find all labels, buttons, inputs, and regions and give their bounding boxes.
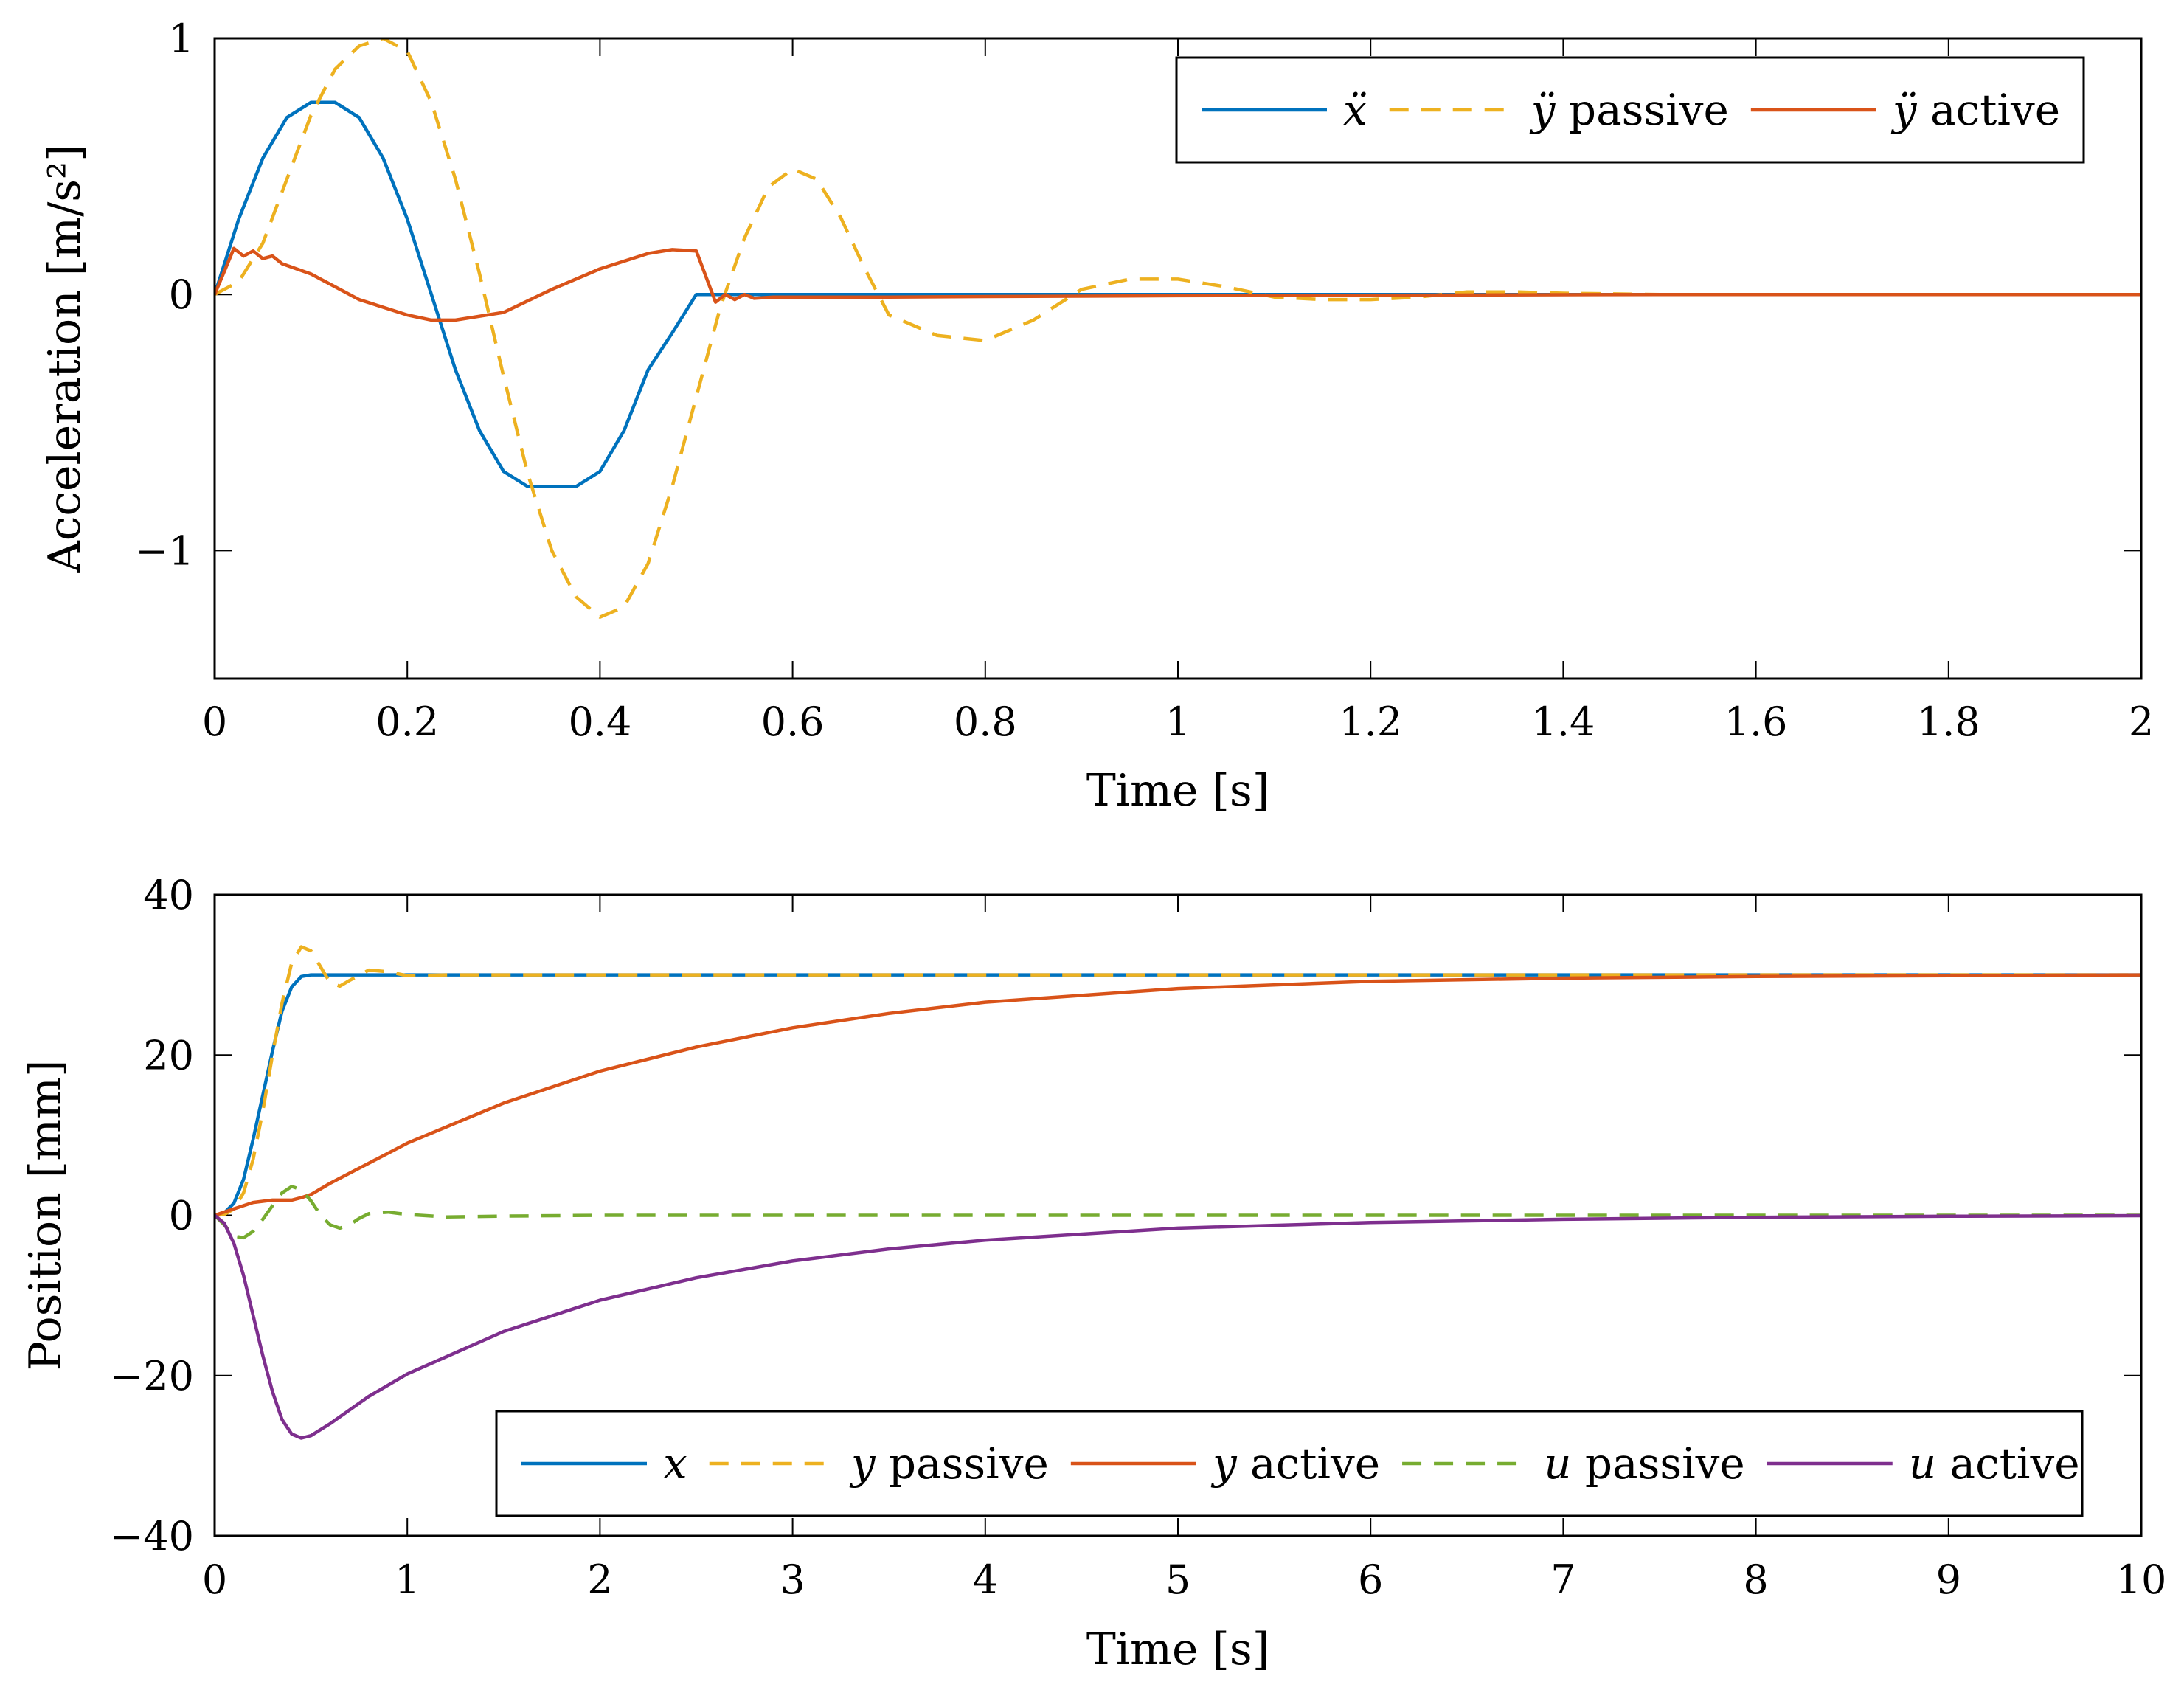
legend-entry-text: passive — [1571, 1438, 1744, 1489]
x-tick-label: 0.4 — [568, 699, 631, 745]
x-tick-label: 0 — [202, 1556, 227, 1603]
x-axis-label: Time [s] — [1086, 765, 1269, 817]
legend-entry-text: active — [1917, 85, 2060, 135]
series-line-active — [215, 246, 2141, 322]
x-tick-label: 3 — [780, 1556, 805, 1603]
x-axis-label: Time [s] — [1086, 1624, 1269, 1675]
plot-frame — [213, 37, 2143, 680]
x-tick-label: 2 — [587, 1556, 612, 1603]
legend-entry-symbol: y — [849, 1438, 876, 1489]
legend-entry-label: ẍ — [1343, 85, 1367, 135]
x-tick-label: 10 — [2116, 1556, 2167, 1603]
legend-entry-symbol: ÿ — [1890, 85, 1918, 135]
y-tick-label: 1 — [169, 15, 194, 62]
legend-entry-label: y passive — [849, 1438, 1049, 1489]
x-tick-label: 9 — [1936, 1556, 1961, 1603]
y-axis-label: Position [mm] — [20, 1060, 72, 1371]
position-chart: 0 1 2 3 4 5 6 7 8 9 10 −40 −20 0 20 40 Time [s] Position … — [20, 872, 2166, 1675]
x-tick-label: 5 — [1165, 1556, 1190, 1603]
x-tick-label: 1.2 — [1339, 699, 1402, 745]
legend-entry-symbol: x — [663, 1438, 687, 1489]
x-tick-label: 1 — [395, 1556, 420, 1603]
legend-entry-label: x — [663, 1438, 687, 1489]
legend-entry-symbol: y — [1210, 1438, 1238, 1489]
x-tick-label: 4 — [973, 1556, 998, 1603]
legend-entry-text: active — [1237, 1438, 1380, 1489]
x-tick-label: 0.2 — [375, 699, 439, 745]
legend-entry-label: ÿ active — [1890, 85, 2060, 135]
series-group — [215, 945, 2141, 1440]
y-tick-label: −20 — [110, 1353, 194, 1399]
y-tick-label: 0 — [169, 271, 194, 318]
x-tick-label: 8 — [1743, 1556, 1768, 1603]
x-tick-label: 6 — [1358, 1556, 1383, 1603]
acceleration-chart: 0 0.2 0.4 0.6 0.8 1 1.2 1.4 1.6 1.8 2 −1 0 1 Time [s] A… — [39, 15, 2154, 817]
y-tick-label: 0 — [169, 1193, 194, 1239]
y-tick-label: 40 — [143, 872, 194, 918]
legend-entry-symbol: u — [1909, 1438, 1936, 1489]
legend-entry-label: u active — [1909, 1438, 2080, 1489]
x-tick-label: 1 — [1165, 699, 1190, 745]
x-tick-label: 1.6 — [1724, 699, 1788, 745]
series-line-y-passive — [215, 945, 2141, 1217]
x-tick-label: 0.6 — [761, 699, 825, 745]
series-group — [215, 38, 2141, 619]
y-tick-label: −40 — [110, 1513, 194, 1559]
legend-entry-text: passive — [1556, 85, 1729, 135]
plot-frame — [213, 893, 2143, 1537]
x-tick-label: 0.8 — [954, 699, 1017, 745]
x-tick-label: 0 — [202, 699, 227, 745]
y-tick-label: 20 — [143, 1032, 194, 1078]
x-tick-label: 1.4 — [1531, 699, 1595, 745]
series-line-y-active — [215, 973, 2141, 1217]
legend-entry-label: y active — [1210, 1438, 1380, 1489]
legend-entry-text: active — [1936, 1438, 2079, 1489]
legend-box — [1175, 56, 2085, 164]
x-tick-label: 1.8 — [1917, 699, 1980, 745]
series-line-x — [215, 973, 2141, 1217]
legend-entry-label: u passive — [1544, 1438, 1745, 1489]
x-tick-label: 7 — [1550, 1556, 1575, 1603]
legend-entry-symbol: ẍ — [1343, 85, 1367, 135]
legend-entry-text: passive — [876, 1438, 1049, 1489]
legend-entry-label: ÿ passive — [1529, 85, 1729, 135]
y-axis-label: Acceleration [m/s²] — [39, 144, 91, 573]
series-line-u-active — [215, 1213, 2141, 1440]
legend-entry-symbol: u — [1544, 1438, 1571, 1489]
x-tick-label: 2 — [2129, 699, 2154, 745]
series-line-u-passive — [215, 1185, 2141, 1240]
series-line- — [215, 100, 2141, 488]
legend-entry-symbol: ÿ — [1529, 85, 1556, 135]
y-tick-label: −1 — [135, 527, 194, 574]
